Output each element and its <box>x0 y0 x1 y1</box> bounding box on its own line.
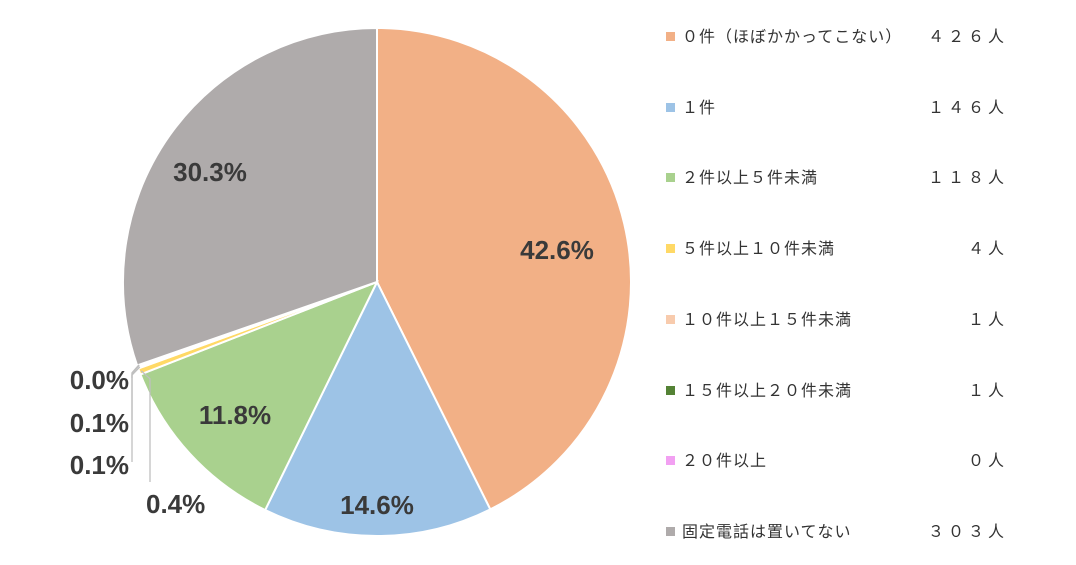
data-label: 42.6% <box>520 235 594 265</box>
data-label: 0.1% <box>70 450 129 480</box>
data-label: 0.0% <box>70 365 129 395</box>
pie-slice <box>122 26 378 367</box>
data-label: 0.1% <box>70 408 129 438</box>
pie-slice <box>139 280 380 512</box>
leader-line <box>131 366 141 462</box>
leader-line <box>140 370 151 482</box>
data-label: 14.6% <box>340 490 414 520</box>
pie-slice <box>376 26 632 511</box>
data-label: 0.4% <box>146 489 205 519</box>
data-label: 30.3% <box>173 157 247 187</box>
data-label: 11.8% <box>199 400 271 430</box>
leader-line <box>131 364 140 378</box>
pie-slice <box>263 279 492 537</box>
